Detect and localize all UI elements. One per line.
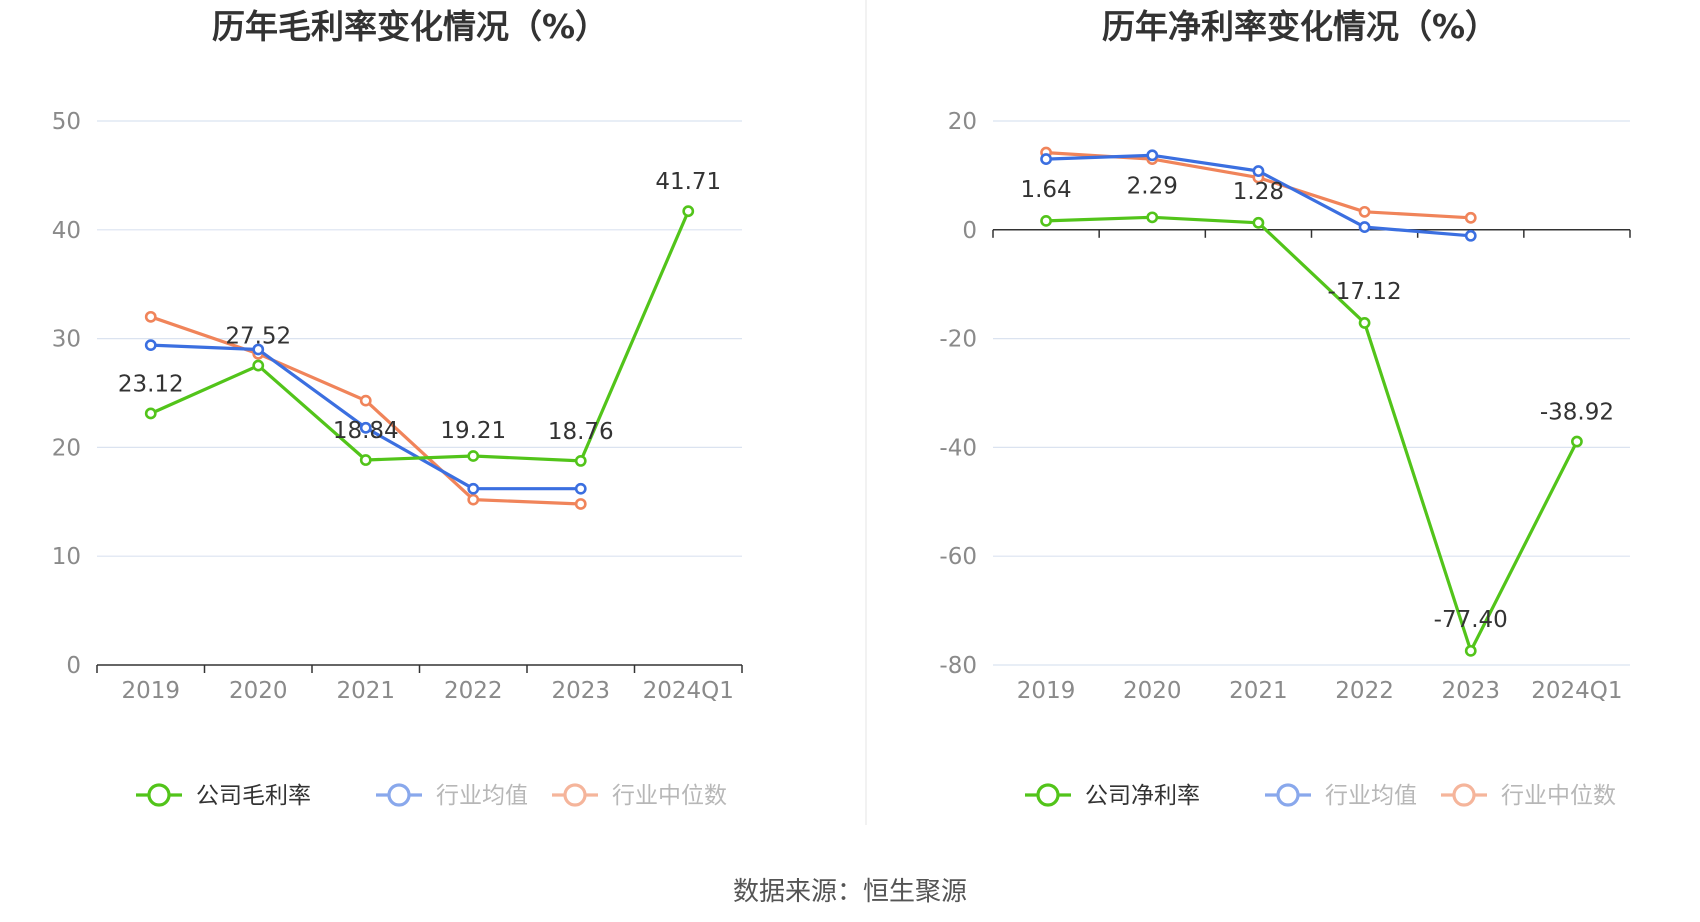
data-label: 2.29: [1127, 173, 1178, 199]
y-tick-label: -40: [939, 435, 977, 461]
y-tick-label: 0: [66, 653, 81, 679]
legend-marker-icon: [563, 783, 587, 807]
legend-item-average: 行业均值: [376, 783, 528, 809]
legend-marker-icon: [147, 783, 171, 807]
data-point-company: [252, 359, 265, 372]
series-line-average: [150, 343, 581, 491]
gross-margin-chart: 历年毛利率变化情况（%） 0 10 20 30 40 50 2019 2020 2021 2022 2…: [52, 7, 743, 809]
x-tick-label: 2021: [336, 678, 395, 704]
data-point-company: [574, 454, 587, 467]
chart-title: 历年毛利率变化情况（%）: [212, 7, 608, 46]
data-point-company: [1146, 211, 1159, 224]
x-tick-label: 2022: [1335, 678, 1394, 704]
legend-item-median: 行业中位数: [1441, 783, 1616, 809]
x-tick-label: 2024Q1: [1531, 678, 1622, 704]
data-point-average: [574, 482, 587, 495]
legend-label: 公司净利率: [1085, 783, 1200, 809]
data-point-average: [467, 482, 480, 495]
y-tick-label: -60: [939, 544, 977, 570]
y-tick-label: 40: [52, 218, 81, 244]
y-tick-label: 30: [52, 327, 81, 353]
data-point-median: [1358, 205, 1371, 218]
y-tick-label: 20: [52, 435, 81, 461]
data-label: 1.64: [1020, 177, 1071, 203]
data-point-average: [252, 343, 265, 356]
source-text: 数据来源：恒生聚源: [733, 877, 967, 907]
x-tick-label: 2020: [229, 678, 288, 704]
legend-label: 公司毛利率: [196, 783, 311, 809]
data-point-median: [467, 493, 480, 506]
data-point-average: [1146, 149, 1159, 162]
y-tick-label: 10: [52, 544, 81, 570]
x-tick-label: 2024Q1: [643, 678, 734, 704]
data-point-average: [1358, 221, 1371, 233]
data-point-average: [1040, 153, 1052, 165]
legend-label: 行业中位数: [612, 783, 727, 809]
data-label: -38.92: [1540, 400, 1614, 426]
data-point-company: [467, 450, 480, 462]
legend-marker-icon: [1036, 783, 1060, 807]
data-label: -77.40: [1434, 607, 1508, 633]
data-point-average: [1464, 229, 1477, 242]
data-label: 19.21: [440, 418, 506, 444]
legend-item-company: 公司净利率: [1025, 783, 1200, 809]
x-tick-label: 2020: [1123, 678, 1182, 704]
data-point-median: [144, 310, 157, 323]
data-point-company: [144, 407, 157, 420]
legend-item-company: 公司毛利率: [136, 783, 311, 809]
legend-label: 行业均值: [436, 783, 528, 809]
data-label: 18.84: [333, 418, 399, 444]
data-point-company: [1464, 644, 1477, 657]
data-point-company: [1040, 214, 1052, 227]
legend-item-average: 行业均值: [1265, 783, 1417, 809]
legend-item-median: 行业中位数: [552, 783, 727, 809]
x-tick-label: 2023: [1441, 678, 1500, 704]
x-tick-label: 2022: [444, 678, 503, 704]
y-tick-label: 50: [52, 109, 81, 135]
data-point-average: [144, 339, 157, 352]
y-tick-label: 20: [948, 109, 977, 135]
data-point-company: [1252, 216, 1265, 229]
y-tick-label: -80: [939, 653, 977, 679]
data-point-median: [1464, 211, 1477, 224]
data-point-median: [359, 394, 372, 407]
data-label: -17.12: [1328, 279, 1402, 305]
series-line-company: [150, 210, 690, 463]
data-label: 27.52: [225, 324, 291, 350]
series-line-median: [150, 315, 581, 506]
legend-marker-icon: [1452, 783, 1476, 807]
data-point-average: [359, 421, 372, 434]
data-label: 23.12: [118, 371, 184, 397]
y-tick-label: -20: [939, 327, 977, 353]
legend-label: 行业均值: [1325, 783, 1417, 809]
series-line-company: [1046, 215, 1579, 653]
data-point-company: [682, 205, 695, 218]
data-point-company: [1571, 435, 1583, 448]
x-tick-label: 2021: [1229, 678, 1288, 704]
x-tick-label: 2019: [121, 678, 180, 704]
legend-label: 行业中位数: [1501, 783, 1616, 809]
data-point-average: [1252, 165, 1265, 177]
x-tick-label: 2019: [1017, 678, 1076, 704]
data-label: 41.71: [655, 169, 721, 195]
data-point-median: [574, 498, 587, 510]
legend-marker-icon: [387, 783, 411, 807]
data-label: 1.28: [1233, 179, 1284, 205]
chart-title: 历年净利率变化情况（%）: [1102, 7, 1498, 46]
data-point-company: [359, 454, 372, 466]
legend-marker-icon: [1276, 783, 1300, 807]
y-tick-label: 0: [962, 218, 977, 244]
data-point-company: [1358, 317, 1371, 329]
x-tick-label: 2023: [551, 678, 610, 704]
net-margin-chart: 历年净利率变化情况（%） -80 -60 -40 -20 0 20 2019 2020 2021 2…: [939, 7, 1631, 809]
data-label: 18.76: [548, 419, 614, 445]
